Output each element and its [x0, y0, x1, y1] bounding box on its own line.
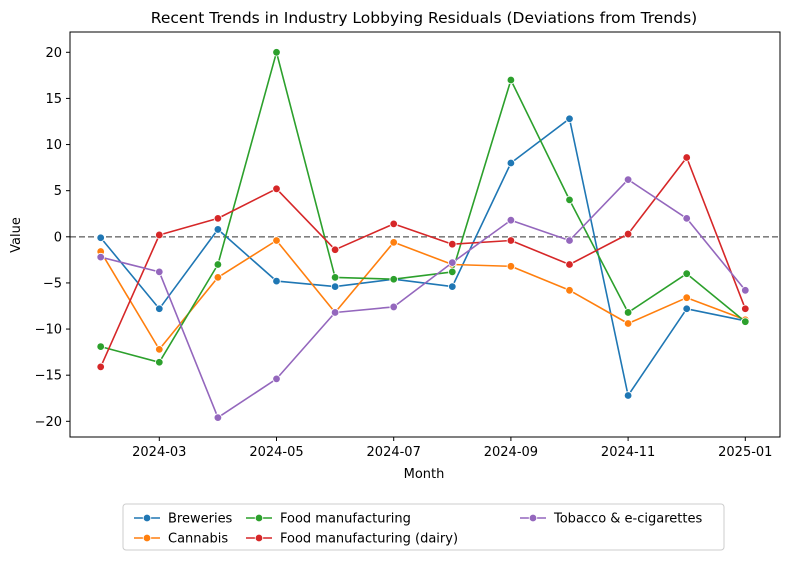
legend-marker-3: [254, 533, 264, 543]
data-point: [506, 216, 516, 225]
data-point: [272, 236, 281, 245]
data-point: [155, 267, 164, 277]
data-point: [389, 238, 398, 247]
data-point: [330, 245, 340, 254]
data-point: [96, 252, 105, 262]
legend-marker-4: [528, 513, 538, 523]
data-point: [389, 275, 398, 284]
legend-marker-2: [254, 513, 264, 523]
data-point: [565, 195, 574, 205]
data-point: [741, 317, 750, 326]
y-tick-label: 0: [54, 230, 62, 245]
y-tick-label: −15: [35, 369, 62, 384]
x-tick-label: 2024-05: [249, 445, 303, 460]
series-line-0: [100, 117, 746, 397]
data-point: [330, 308, 340, 317]
data-point: [623, 308, 633, 317]
series-line-4: [100, 178, 746, 419]
series-line-2: [100, 51, 746, 364]
data-point: [741, 286, 750, 295]
y-tick-label: 20: [45, 46, 62, 61]
data-point: [682, 214, 691, 223]
data-point: [272, 184, 281, 194]
data-point: [96, 233, 105, 242]
data-point: [565, 260, 574, 269]
data-point: [389, 302, 398, 312]
data-point: [682, 269, 691, 278]
y-axis-label: Value: [9, 217, 24, 253]
y-tick-label: 15: [45, 92, 62, 107]
data-point: [506, 262, 516, 271]
legend-marker-1: [142, 533, 152, 543]
data-point: [448, 258, 457, 267]
data-point: [506, 236, 516, 245]
data-point: [623, 175, 633, 184]
data-point: [155, 304, 164, 313]
data-point: [682, 304, 691, 313]
x-axis-label: Month: [404, 467, 445, 482]
y-tick-label: −5: [43, 276, 62, 291]
legend-label-4: Tobacco & e-cigarettes: [553, 512, 702, 527]
data-point: [213, 260, 223, 269]
data-point: [155, 230, 164, 240]
data-point: [448, 239, 457, 249]
y-tick-label: −20: [35, 415, 62, 430]
legend-label-1: Cannabis: [168, 532, 228, 547]
x-tick-label: 2025-01: [718, 445, 772, 460]
plot-area: [70, 48, 780, 422]
legend-label-2: Food manufacturing: [280, 512, 411, 527]
data-point: [213, 273, 223, 282]
series-line-3: [99, 156, 747, 368]
data-point: [448, 282, 457, 291]
data-point: [155, 345, 164, 354]
data-point: [330, 273, 340, 282]
data-point: [623, 229, 633, 239]
legend: Breweries Cannabis Food manufacturing Food …: [122, 503, 725, 551]
data-point: [213, 225, 223, 234]
data-point: [565, 236, 574, 245]
chart-title: Recent Trends in Industry Lobbying Resid…: [151, 9, 697, 27]
data-point: [506, 75, 516, 85]
data-point: [741, 304, 750, 313]
data-point: [506, 158, 516, 168]
y-tick-label: −10: [35, 323, 62, 338]
data-point: [623, 391, 633, 400]
data-point: [565, 286, 574, 295]
data-point: [330, 282, 340, 291]
data-point: [682, 153, 691, 162]
data-point: [213, 214, 223, 223]
data-point: [213, 413, 223, 422]
data-point: [155, 358, 164, 367]
data-point: [272, 374, 281, 384]
legend-frame: [122, 503, 725, 551]
axes: 20 15 10 5 0 −5 −10 −15 −20 2024-03 2024-05 2024-07…: [35, 46, 773, 460]
data-point: [623, 319, 633, 328]
data-point: [389, 219, 398, 229]
x-tick-label: 2024-11: [601, 445, 655, 460]
data-point: [96, 342, 105, 351]
data-point: [272, 276, 281, 286]
x-tick-label: 2024-09: [484, 445, 538, 460]
data-point: [682, 293, 691, 302]
series-line-1: [100, 239, 746, 351]
data-point: [96, 362, 105, 372]
data-point: [565, 114, 574, 123]
x-tick-label: 2024-03: [132, 445, 186, 460]
y-tick-label: 5: [54, 184, 62, 199]
data-point: [448, 267, 457, 277]
legend-label-0: Breweries: [168, 512, 233, 527]
y-tick-label: 10: [45, 138, 62, 153]
data-point: [272, 48, 281, 57]
plot-frame: [69, 31, 781, 438]
legend-label-3: Food manufacturing (dairy): [280, 532, 458, 547]
x-tick-label: 2024-07: [367, 445, 421, 460]
legend-marker-0: [142, 513, 152, 523]
